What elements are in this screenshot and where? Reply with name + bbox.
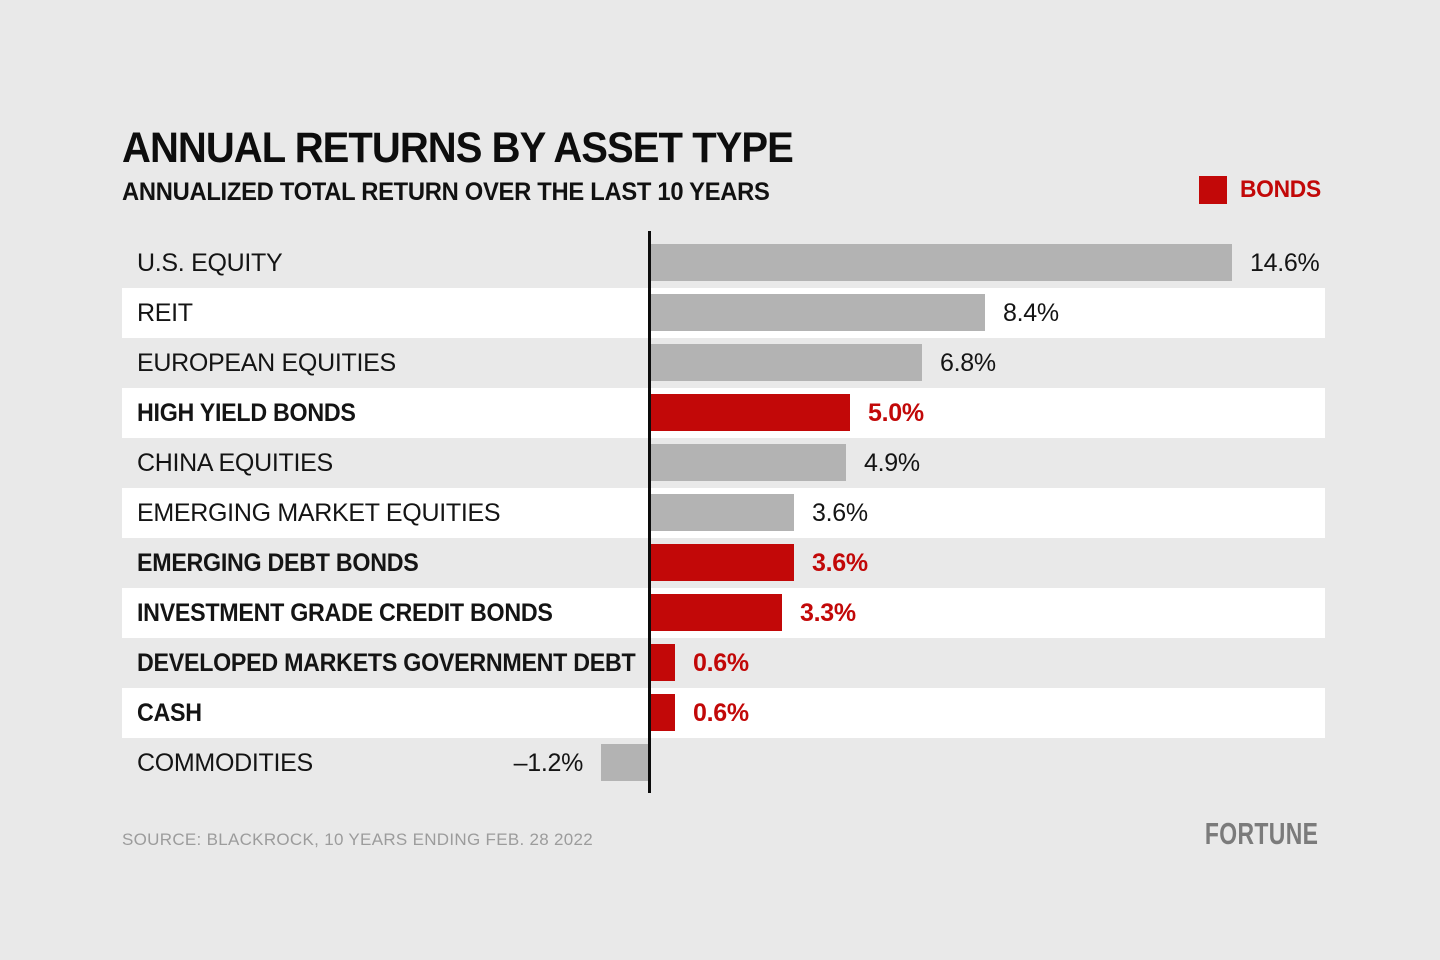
bar bbox=[651, 444, 846, 481]
chart-row: REIT 8.4% bbox=[122, 288, 1325, 338]
row-value: 3.6% bbox=[812, 549, 868, 577]
bar bbox=[601, 744, 649, 781]
zero-baseline-axis bbox=[648, 231, 651, 793]
row-value: 0.6% bbox=[693, 649, 749, 677]
fortune-logo: FORTUNE bbox=[1204, 816, 1318, 851]
bar bbox=[651, 644, 675, 681]
bar bbox=[651, 544, 794, 581]
row-label: EMERGING DEBT BONDS bbox=[137, 549, 419, 577]
legend-swatch-bonds bbox=[1199, 176, 1227, 204]
row-label: EMERGING MARKET EQUITIES bbox=[137, 499, 501, 527]
bar bbox=[651, 344, 922, 381]
chart-title: ANNUAL RETURNS BY ASSET TYPE bbox=[122, 124, 794, 172]
bar bbox=[651, 394, 850, 431]
chart-row: CASH 0.6% bbox=[122, 688, 1325, 738]
row-label: U.S. EQUITY bbox=[137, 249, 283, 277]
row-label: INVESTMENT GRADE CREDIT BONDS bbox=[137, 599, 553, 627]
row-label: EUROPEAN EQUITIES bbox=[137, 349, 396, 377]
row-value: 3.3% bbox=[800, 599, 856, 627]
bar bbox=[651, 244, 1232, 281]
bar bbox=[651, 294, 985, 331]
chart-row: U.S. EQUITY 14.6% bbox=[122, 238, 1325, 288]
chart-row: COMMODITIES –1.2% bbox=[122, 738, 1325, 788]
row-value: 0.6% bbox=[693, 699, 749, 727]
row-label: DEVELOPED MARKETS GOVERNMENT DEBT bbox=[137, 649, 636, 677]
legend-label-bonds: BONDS bbox=[1240, 176, 1321, 203]
chart-subtitle: ANNUALIZED TOTAL RETURN OVER THE LAST 10… bbox=[122, 178, 770, 206]
row-value: 8.4% bbox=[1003, 299, 1059, 327]
row-value: 6.8% bbox=[940, 349, 996, 377]
row-value: 14.6% bbox=[1250, 249, 1320, 277]
row-label: REIT bbox=[137, 299, 193, 327]
chart-row: EMERGING MARKET EQUITIES 3.6% bbox=[122, 488, 1325, 538]
row-label: COMMODITIES bbox=[137, 749, 313, 777]
bar-chart: U.S. EQUITY 14.6% REIT 8.4% EUROPEAN EQU… bbox=[122, 238, 1325, 788]
row-label: CHINA EQUITIES bbox=[137, 449, 333, 477]
bar bbox=[651, 694, 675, 731]
legend: BONDS bbox=[1199, 176, 1325, 204]
bar bbox=[651, 494, 794, 531]
chart-row: INVESTMENT GRADE CREDIT BONDS 3.3% bbox=[122, 588, 1325, 638]
row-value: –1.2% bbox=[513, 749, 584, 777]
row-label: CASH bbox=[137, 699, 202, 727]
chart-row: EUROPEAN EQUITIES 6.8% bbox=[122, 338, 1325, 388]
chart-row: CHINA EQUITIES 4.9% bbox=[122, 438, 1325, 488]
source-note: SOURCE: BLACKROCK, 10 YEARS ENDING FEB. … bbox=[122, 830, 594, 849]
chart-row: EMERGING DEBT BONDS 3.6% bbox=[122, 538, 1325, 588]
row-label: HIGH YIELD BONDS bbox=[137, 399, 356, 427]
bar bbox=[651, 594, 782, 631]
chart-row: HIGH YIELD BONDS 5.0% bbox=[122, 388, 1325, 438]
row-value: 5.0% bbox=[868, 399, 924, 427]
row-value: 4.9% bbox=[864, 449, 920, 477]
chart-row: DEVELOPED MARKETS GOVERNMENT DEBT 0.6% bbox=[122, 638, 1325, 688]
row-value: 3.6% bbox=[812, 499, 868, 527]
